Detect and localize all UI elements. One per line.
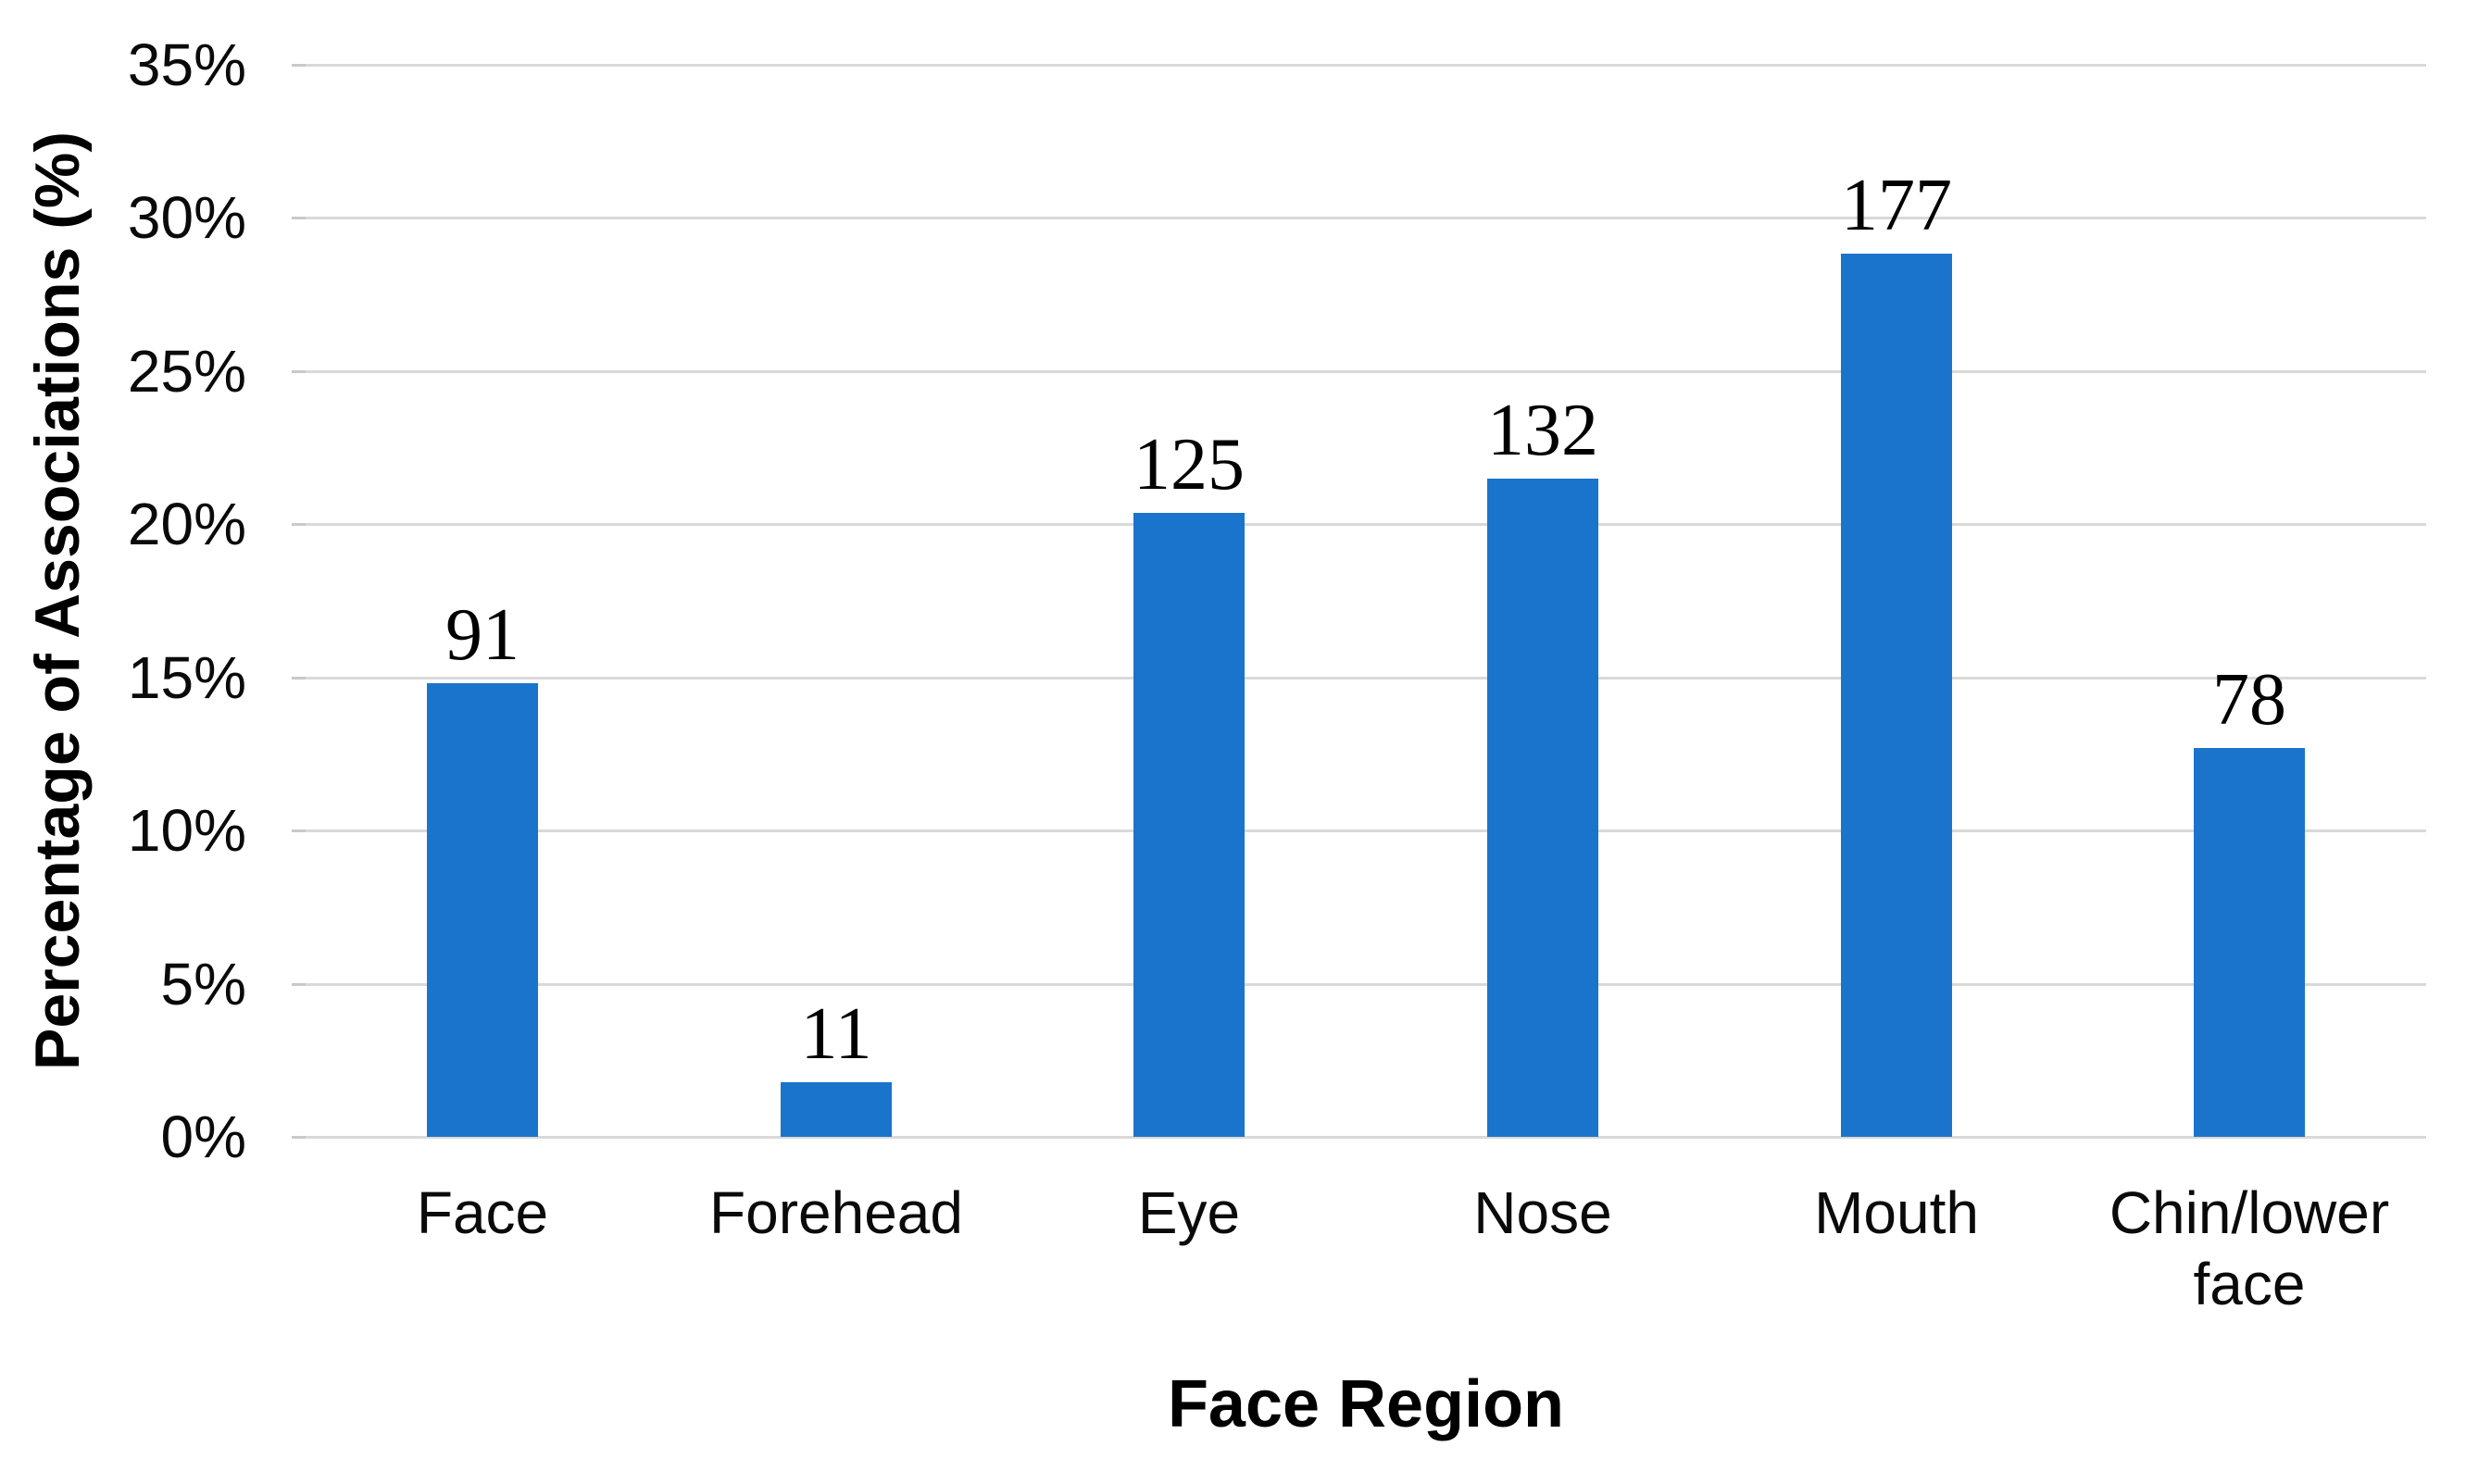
y-tick-mark [292,370,306,373]
category-label-face: Face [416,1179,549,1246]
bar-nose [1487,479,1598,1137]
plot-area [306,64,2426,1139]
y-tick-label: 15% [127,644,246,711]
y-tick-label: 35% [127,31,246,98]
gridline-5% [306,983,2426,986]
data-label-forehead: 11 [800,993,872,1075]
gridline-15% [306,677,2426,680]
x-axis-title: Face Region [1167,1367,1565,1441]
bar-forehead [781,1082,892,1137]
y-tick-label: 30% [127,184,246,251]
category-label-eye: Eye [1137,1179,1241,1246]
y-tick-label: 25% [127,338,246,405]
data-label-face: 91 [445,594,519,676]
gridline-0% [306,1136,2426,1139]
y-tick-mark [292,983,306,986]
y-tick-mark [292,1136,306,1139]
gridline-20% [306,523,2426,526]
gridline-10% [306,829,2426,832]
category-label-mouth: Mouth [1814,1179,1979,1246]
y-tick-mark [292,829,306,832]
y-tick-label: 20% [127,491,246,557]
y-tick-mark [292,64,306,67]
y-tick-mark [292,523,306,526]
gridline-30% [306,217,2426,219]
y-tick-label: 5% [160,951,247,1017]
y-tick-mark [292,677,306,680]
category-label-nose: Nose [1473,1179,1612,1246]
data-label-chin-lower-face: 78 [2212,659,2286,741]
y-tick-label: 0% [160,1104,247,1170]
y-tick-mark [292,217,306,219]
y-axis-title: Percentage of Associations (%) [22,131,93,1070]
category-label-forehead: Forehead [709,1179,963,1246]
data-label-nose: 132 [1487,390,1598,471]
bar-face [427,683,538,1137]
gridline-25% [306,370,2426,373]
gridline-35% [306,64,2426,67]
bar-chin-lower-face [2194,748,2305,1137]
y-tick-label: 10% [127,797,246,864]
bar-mouth [1841,254,1952,1137]
category-label-chin-lower-face: Chin/lower face [2109,1179,2390,1317]
data-label-mouth: 177 [1841,165,1952,246]
bar-eye [1133,513,1245,1137]
data-label-eye: 125 [1133,424,1245,505]
